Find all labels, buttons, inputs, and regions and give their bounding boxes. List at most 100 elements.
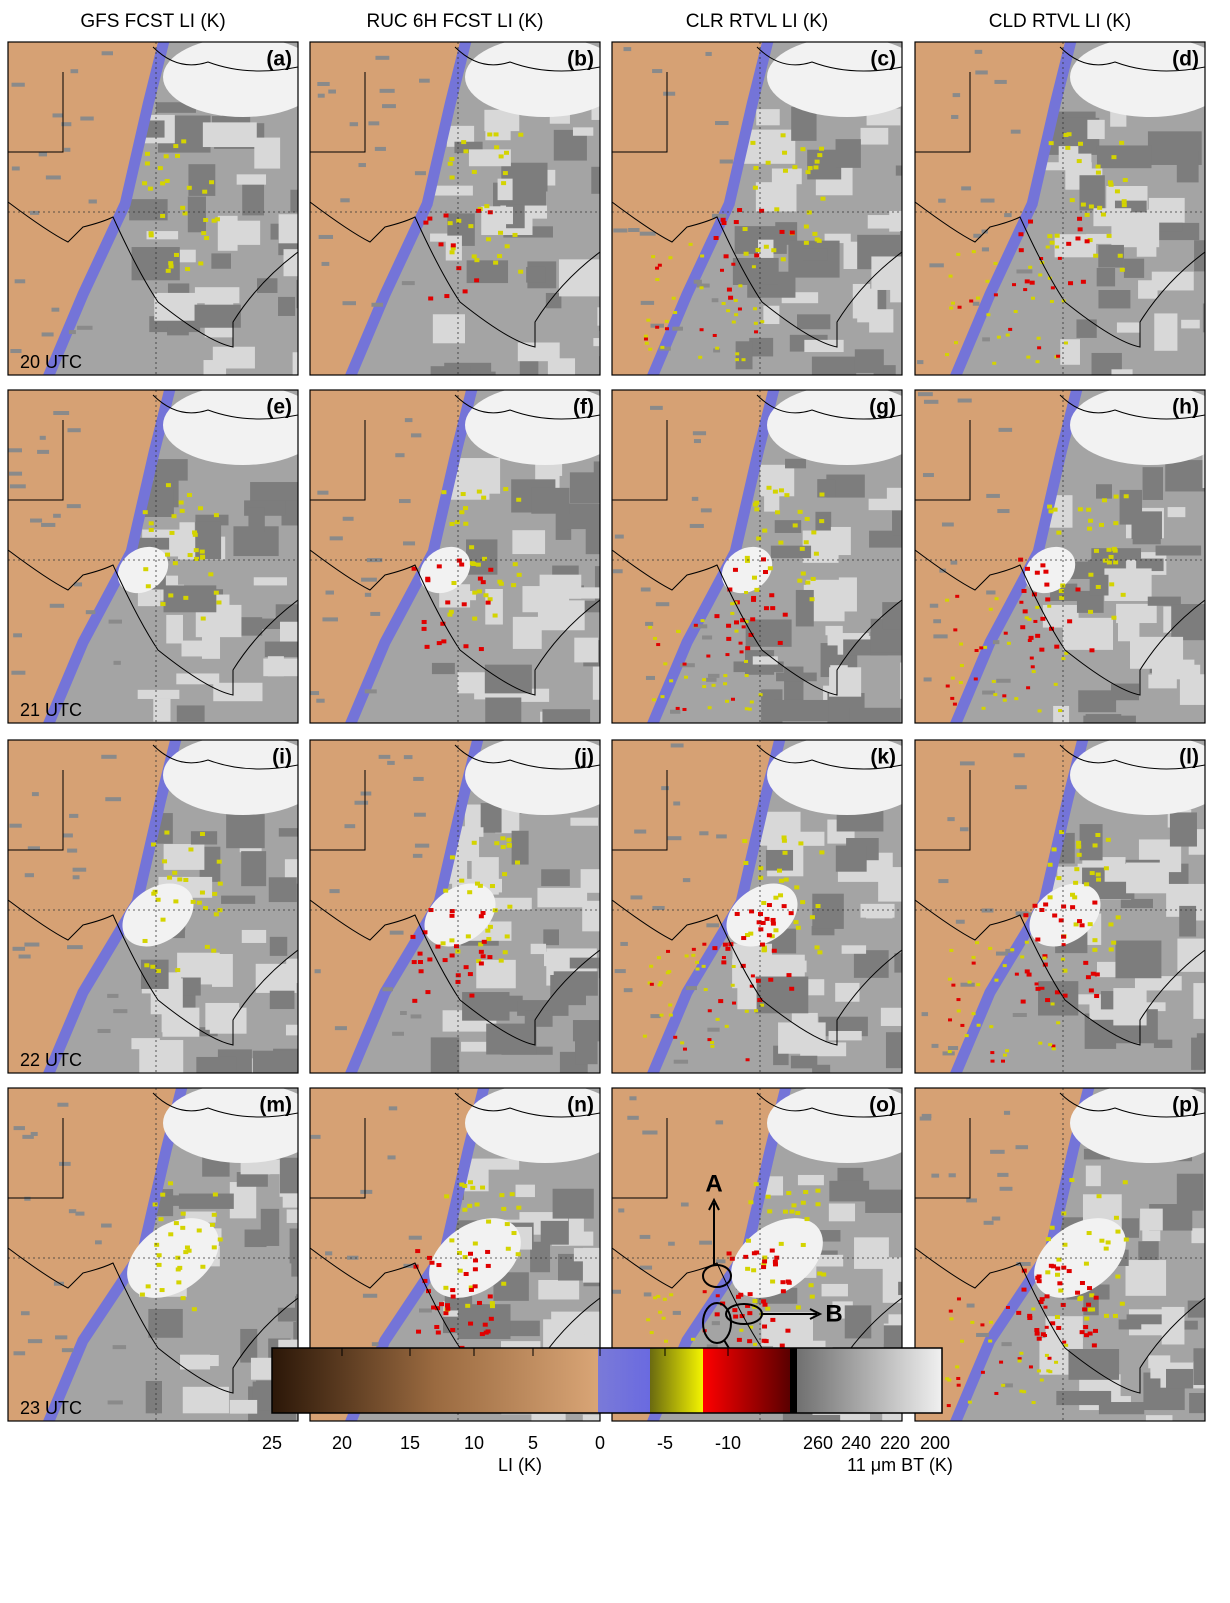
yellow-li xyxy=(158,1217,163,1221)
clear-gray xyxy=(640,1235,651,1239)
yellow-li xyxy=(493,261,498,265)
yellow-li xyxy=(1077,159,1082,163)
yellow-li xyxy=(957,1009,961,1012)
cloud-patch xyxy=(1097,268,1115,286)
yellow-li xyxy=(778,541,783,545)
red-li xyxy=(745,646,750,650)
clear-gray xyxy=(51,308,59,312)
yellow-li xyxy=(450,175,455,179)
clear-gray xyxy=(89,199,97,203)
yellow-li xyxy=(1088,519,1093,523)
yellow-li xyxy=(146,1284,151,1288)
yellow-li xyxy=(994,1392,998,1395)
red-li xyxy=(761,921,766,925)
red-li xyxy=(765,917,770,921)
yellow-li xyxy=(173,899,178,903)
yellow-li xyxy=(753,166,758,170)
yellow-li xyxy=(174,1221,179,1225)
colorbar-li-positive xyxy=(272,1348,598,1413)
yellow-li xyxy=(188,847,193,851)
yellow-li xyxy=(181,139,186,143)
yellow-li xyxy=(955,1365,959,1368)
cloud-patch xyxy=(467,260,508,283)
clear-gray xyxy=(981,199,995,203)
red-li xyxy=(450,1328,455,1332)
clear-gray xyxy=(623,47,631,51)
yellow-li xyxy=(660,695,664,698)
red-li xyxy=(445,1307,450,1311)
li-tick-label: 5 xyxy=(528,1433,538,1453)
yellow-li xyxy=(739,642,743,645)
yellow-li xyxy=(1055,234,1060,238)
red-li xyxy=(1043,570,1048,574)
red-li xyxy=(770,1318,775,1322)
yellow-li xyxy=(507,905,512,909)
yellow-li xyxy=(758,876,763,880)
red-li xyxy=(736,1295,741,1299)
cloud-patch xyxy=(1188,1301,1230,1318)
yellow-li xyxy=(643,1035,647,1038)
red-li xyxy=(418,952,423,956)
yellow-li xyxy=(210,1223,215,1227)
clear-gray xyxy=(12,83,25,87)
yellow-li xyxy=(782,835,787,839)
yellow-li xyxy=(143,510,148,514)
clear-gray xyxy=(1000,1187,1013,1191)
yellow-li xyxy=(475,882,480,886)
yellow-li xyxy=(713,334,717,337)
red-li xyxy=(1035,937,1040,941)
yellow-li xyxy=(974,677,978,680)
cloud-patch xyxy=(1119,1319,1142,1329)
clear-gray xyxy=(690,524,704,528)
clear-gray xyxy=(681,1202,689,1206)
cloud-patch xyxy=(230,1400,257,1414)
yellow-li xyxy=(160,1193,165,1197)
cloud-patch xyxy=(164,844,205,870)
yellow-li xyxy=(1036,360,1040,363)
cloud-patch xyxy=(1156,546,1202,556)
red-li xyxy=(450,953,455,957)
red-li xyxy=(1075,236,1080,240)
cloud-patch xyxy=(784,667,803,702)
clear-gray xyxy=(392,1032,404,1036)
red-li xyxy=(1043,902,1048,906)
yellow-li xyxy=(1056,531,1061,535)
cloud-patch xyxy=(218,216,238,251)
cloud-patch xyxy=(188,197,206,233)
yellow-li xyxy=(1058,257,1062,260)
colorbar-li-yellow xyxy=(650,1348,703,1413)
yellow-li xyxy=(750,700,754,703)
clear-gray xyxy=(960,761,975,765)
clear-gray xyxy=(322,262,330,266)
yellow-li xyxy=(180,509,185,513)
yellow-li xyxy=(463,149,468,153)
yellow-li xyxy=(752,1299,757,1303)
cloud-patch xyxy=(1055,234,1097,257)
clear-gray xyxy=(55,1335,67,1339)
yellow-li xyxy=(1065,146,1070,150)
map xyxy=(310,37,644,399)
yellow-li xyxy=(1043,957,1047,960)
clear-gray xyxy=(672,327,683,331)
clear-gray xyxy=(361,792,372,796)
yellow-li xyxy=(185,1245,190,1249)
yellow-li xyxy=(209,180,214,184)
clear-gray xyxy=(379,755,391,759)
cloud-patch xyxy=(462,992,509,1021)
red-li xyxy=(425,577,430,581)
yellow-li xyxy=(982,707,986,710)
yellow-li xyxy=(494,145,499,149)
yellow-li xyxy=(1076,841,1081,845)
red-li xyxy=(1080,1281,1085,1285)
yellow-li xyxy=(814,552,819,556)
clear-gray xyxy=(982,691,995,695)
yellow-li xyxy=(804,540,809,544)
cloud-patch xyxy=(1191,1038,1230,1070)
yellow-li xyxy=(1043,1306,1047,1309)
panel-label: (k) xyxy=(870,746,896,769)
cloud-patch xyxy=(177,705,205,721)
panel-label: (e) xyxy=(266,396,292,419)
yellow-li xyxy=(766,1195,771,1199)
cold-cloud xyxy=(163,1083,323,1163)
red-li xyxy=(771,922,776,926)
